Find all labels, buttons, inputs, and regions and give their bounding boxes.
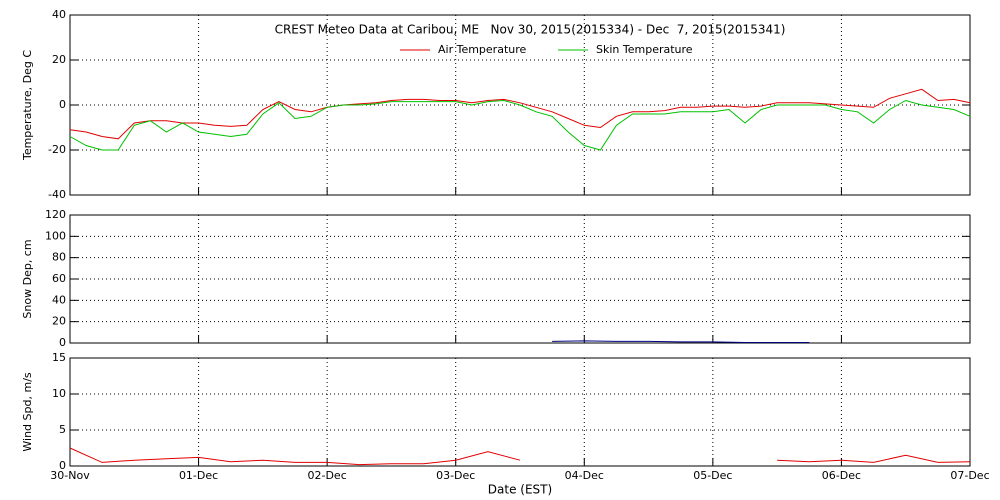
x-tick-label: 02-Dec xyxy=(308,469,347,482)
y-tick-label: 0 xyxy=(59,459,66,472)
y-tick-label: 120 xyxy=(45,208,66,221)
x-tick-label: 04-Dec xyxy=(565,469,604,482)
y-tick-label: 20 xyxy=(52,315,66,328)
x-axis-label: Date (EST) xyxy=(488,483,552,497)
y-tick-label: 40 xyxy=(52,8,66,21)
data-line xyxy=(69,88,971,140)
x-tick-label: 01-Dec xyxy=(179,469,218,482)
y-axis-label: Snow Dep, cm xyxy=(21,239,34,318)
data-line xyxy=(552,340,810,343)
y-tick-label: 15 xyxy=(52,351,66,364)
chart-title: CREST Meteo Data at Caribou, ME Nov 30, … xyxy=(275,23,786,37)
y-tick-label: 40 xyxy=(52,293,66,306)
plot-frame xyxy=(69,357,971,467)
legend-label: Skin Temperature xyxy=(596,43,693,56)
legend-label: Air Temperature xyxy=(438,43,527,56)
y-tick-label: 10 xyxy=(52,387,66,400)
x-tick-label: 06-Dec xyxy=(822,469,861,482)
y-axis-label: Wind Spd, m/s xyxy=(21,372,34,452)
x-tick-label: 03-Dec xyxy=(436,469,475,482)
x-tick-label: 07-Dec xyxy=(950,469,989,482)
y-tick-label: -40 xyxy=(48,188,66,201)
y-tick-label: 100 xyxy=(45,229,66,242)
x-tick-label: 05-Dec xyxy=(693,469,732,482)
y-tick-label: 0 xyxy=(59,336,66,349)
y-tick-label: 5 xyxy=(59,423,66,436)
data-line xyxy=(69,447,971,466)
y-axis-label: Temperature, Deg C xyxy=(21,50,34,161)
y-tick-label: 20 xyxy=(52,53,66,66)
y-tick-label: 60 xyxy=(52,272,66,285)
y-tick-label: -20 xyxy=(48,143,66,156)
x-tick-label: 30-Nov xyxy=(50,469,90,482)
data-line xyxy=(69,99,971,151)
y-tick-label: 0 xyxy=(59,98,66,111)
y-tick-label: 80 xyxy=(52,251,66,264)
